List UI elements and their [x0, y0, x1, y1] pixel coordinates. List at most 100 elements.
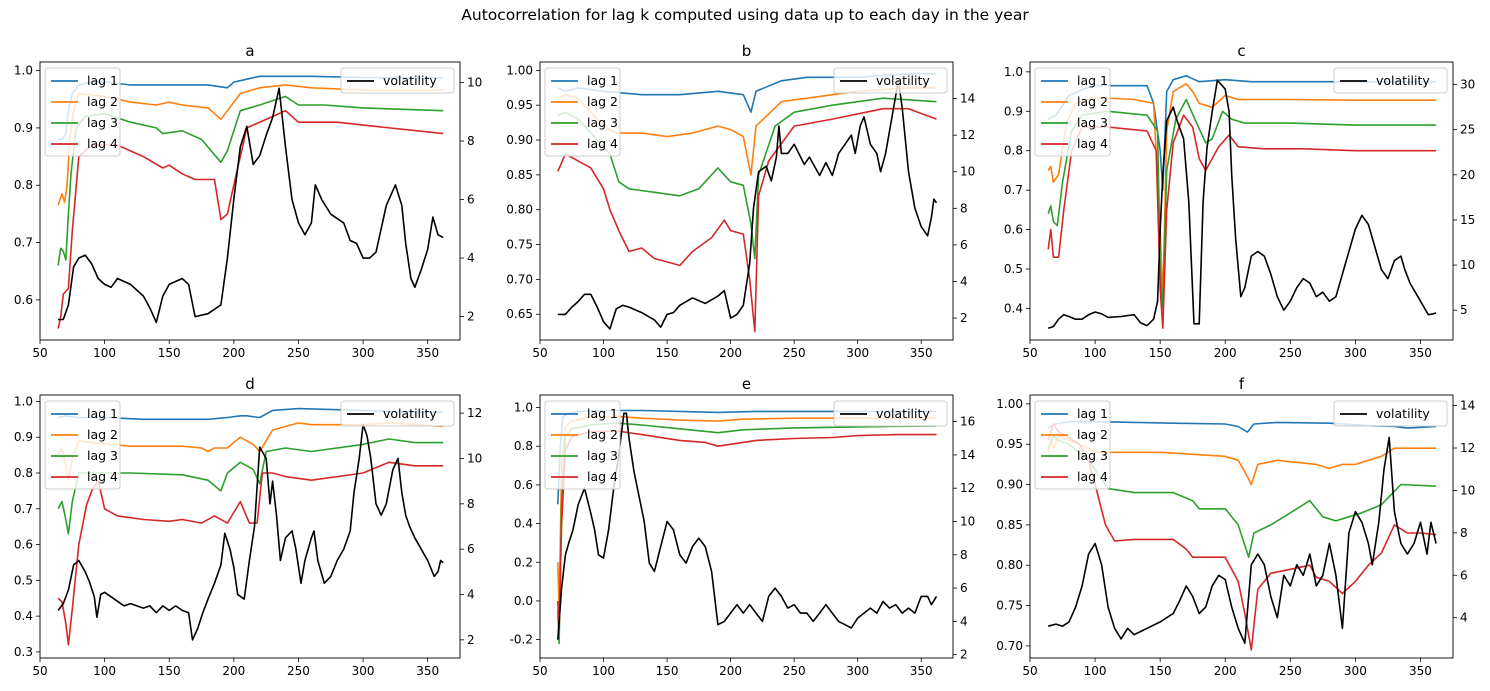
x-tick-label: 350	[416, 664, 439, 678]
x-tick-label: 100	[1084, 664, 1107, 678]
y2-tick-label: 12	[960, 128, 975, 142]
x-tick-label: 300	[352, 664, 375, 678]
legend-label: lag 1	[87, 406, 118, 421]
x-tick-label: 150	[158, 664, 181, 678]
legend-label: lag 2	[587, 94, 618, 109]
y-tick-label: 0.9	[14, 430, 33, 444]
x-tick-label: 50	[32, 664, 47, 678]
y-tick-label: 1.0	[514, 401, 533, 415]
legend-box	[44, 67, 121, 157]
plot-frame	[39, 394, 461, 659]
x-tick-label: 50	[532, 664, 547, 678]
legend-box	[544, 400, 621, 490]
y2-tick-label: 8	[467, 134, 475, 148]
y2-tick-label: 6	[960, 581, 968, 595]
series-line-lag-2	[57, 84, 444, 206]
y2-tick-label: 6	[467, 542, 475, 556]
legend-label: lag 1	[587, 73, 618, 88]
y-tick-label: 0.90	[996, 478, 1023, 492]
x-tick-label: 150	[158, 346, 181, 360]
x-tick-label: 50	[32, 346, 47, 360]
y-tick-label: 1.0	[14, 394, 33, 408]
legend-label: lag 4	[587, 136, 618, 151]
series-line-volatility	[57, 423, 444, 641]
y2-tick-label: 4	[960, 614, 968, 628]
legend-label: lag 4	[1077, 469, 1108, 484]
plot-frame	[539, 61, 954, 341]
legend-box	[833, 67, 948, 94]
x-tick-label: 150	[1149, 664, 1172, 678]
x-tick-label: 200	[1214, 664, 1237, 678]
y2-tick-label: 4	[467, 251, 475, 265]
y-tick-label: 0.8	[1004, 144, 1023, 158]
y-tick-label: 0.80	[506, 203, 533, 217]
y2-tick-label: 10	[1460, 258, 1475, 272]
legend-label: lag 3	[87, 115, 118, 130]
y-tick-label: 0.7	[1004, 183, 1023, 197]
legend-box	[1333, 400, 1448, 427]
plot-frame	[539, 394, 954, 659]
subplot-c: c 50 100 150 200 250 300 350 0.4 0.5 0.6 0.7 0.8 0.9 1…	[1004, 42, 1475, 360]
legend-label: volatility	[383, 406, 437, 421]
y-tick-label: 0.0	[514, 594, 533, 608]
legend-label: lag 2	[1077, 427, 1108, 442]
x-tick-label: 350	[1409, 346, 1432, 360]
x-tick-label: 50	[1022, 664, 1037, 678]
series-line-lag-4	[1047, 114, 1437, 329]
y-tick-label: 0.85	[506, 168, 533, 182]
y-tick-label: 0.95	[506, 98, 533, 112]
y2-tick-label: 6	[1460, 568, 1468, 582]
y2-tick-label: 4	[1460, 611, 1468, 625]
y-tick-label: 0.5	[1004, 262, 1023, 276]
legend-label: lag 1	[587, 406, 618, 421]
y2-tick-label: 10	[467, 451, 482, 465]
legend-label: volatility	[1376, 406, 1430, 421]
legend-label: lag 4	[87, 469, 118, 484]
y2-tick-label: 8	[960, 548, 968, 562]
y2-tick-label: 2	[960, 648, 968, 662]
y2-tick-label: 10	[1460, 483, 1475, 497]
legend-box	[44, 400, 121, 490]
legend-label: lag 3	[587, 448, 618, 463]
y-tick-label: 0.9	[14, 121, 33, 135]
y-tick-label: 0.6	[14, 293, 33, 307]
y2-tick-label: 2	[467, 310, 475, 324]
x-tick-label: 150	[1149, 346, 1172, 360]
y-tick-label: 0.3	[14, 645, 33, 659]
legend-box	[340, 67, 455, 94]
y-tick-label: 0.70	[996, 639, 1023, 653]
series-line-volatility	[557, 79, 938, 330]
y-tick-label: 0.8	[14, 178, 33, 192]
x-tick-label: 150	[656, 346, 679, 360]
y-tick-label: 0.4	[514, 517, 533, 531]
y-tick-label: 0.4	[1004, 301, 1023, 315]
x-tick-label: 250	[783, 664, 806, 678]
y2-tick-label: 8	[960, 201, 968, 215]
legend-label: lag 2	[87, 94, 118, 109]
x-tick-label: 250	[1279, 346, 1302, 360]
legend-label: volatility	[876, 73, 930, 88]
x-tick-label: 350	[416, 346, 439, 360]
x-tick-label: 200	[719, 346, 742, 360]
x-tick-label: 350	[1409, 664, 1432, 678]
legend-label: lag 2	[587, 427, 618, 442]
subplot-d: d 50 100 150 200 250 300 350 0.3 0.4 0.5 0.6 0.7 0.8 0…	[14, 375, 482, 678]
y2-tick-label: 2	[960, 311, 968, 325]
legend-label: lag 4	[1077, 136, 1108, 151]
y2-tick-label: 4	[467, 588, 475, 602]
y-tick-label: 0.85	[996, 518, 1023, 532]
y2-tick-label: 14	[960, 448, 975, 462]
x-tick-label: 250	[287, 664, 310, 678]
legend-label: lag 3	[1077, 115, 1108, 130]
legend-label: lag 1	[1077, 406, 1108, 421]
x-tick-label: 200	[719, 664, 742, 678]
y-tick-label: 0.6	[14, 538, 33, 552]
y2-tick-label: 10	[960, 165, 975, 179]
legend-label: lag 4	[87, 136, 118, 151]
series-line-volatility	[1047, 79, 1437, 330]
y2-tick-label: 6	[467, 193, 475, 207]
x-tick-label: 100	[1084, 346, 1107, 360]
y2-tick-label: 15	[1460, 213, 1475, 227]
y-tick-label: 0.75	[996, 599, 1023, 613]
legend-label: lag 2	[87, 427, 118, 442]
